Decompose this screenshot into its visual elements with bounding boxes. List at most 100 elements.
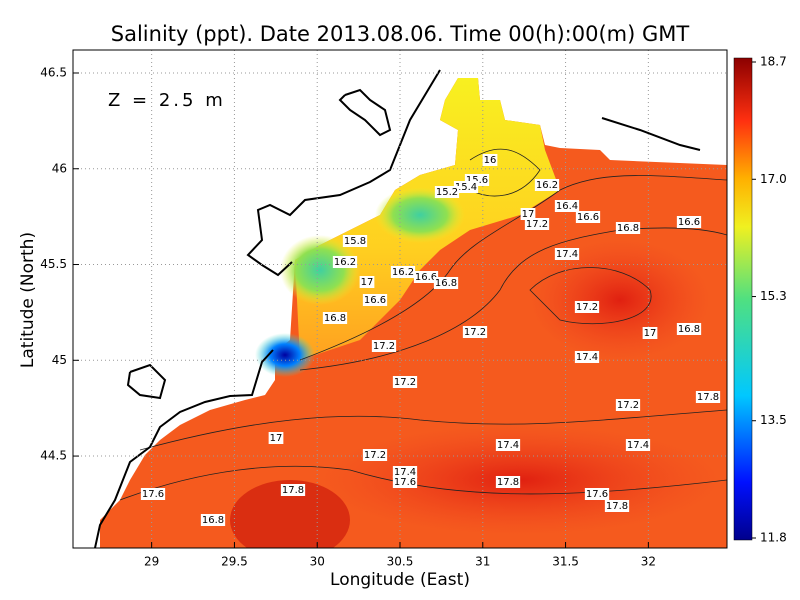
contour-label: 17.8 <box>495 476 521 488</box>
contour-label-box <box>390 266 416 278</box>
y-tick-label: 45 <box>52 353 67 367</box>
contour-label-text: 16.8 <box>202 515 224 526</box>
contour-label-text: 17 <box>644 328 657 339</box>
contour-label-text: 17.6 <box>586 489 608 500</box>
contour-label-text: 16.6 <box>577 212 599 223</box>
contour-label-box <box>413 271 439 283</box>
x-tick-label: 29 <box>144 555 159 569</box>
contour-label-box <box>433 277 459 289</box>
contour-label: 16.4 <box>554 200 580 212</box>
contour-label-box <box>604 500 630 512</box>
contour-label: 17.6 <box>584 488 610 500</box>
danube-mouth <box>255 333 315 377</box>
contour-label-text: 15.8 <box>344 236 366 247</box>
contour-label: 16.8 <box>615 222 641 234</box>
contour-label: 17 <box>642 327 658 339</box>
contour-label-box <box>434 186 460 198</box>
contour-label-box <box>392 376 418 388</box>
contour-label-text: 17.8 <box>697 392 719 403</box>
contour-label: 16.8 <box>676 323 702 335</box>
contour-label: 17.2 <box>371 340 397 352</box>
contour-label-text: 17 <box>270 433 283 444</box>
contour-label: 17 <box>359 276 375 288</box>
contour-label-text: 17 <box>361 277 374 288</box>
contour-label-box <box>332 256 358 268</box>
contour-label-box <box>574 301 600 313</box>
contour-label-text: 15.4 <box>455 182 477 193</box>
contour-label-box <box>642 327 658 339</box>
contour-label: 16.2 <box>534 179 560 191</box>
contour-label-box <box>574 351 600 363</box>
contour-label-text: 17.2 <box>394 377 416 388</box>
y-tick-label: 46.5 <box>40 65 67 79</box>
contour-label: 17.2 <box>362 449 388 461</box>
contour-label-text: 17.2 <box>364 450 386 461</box>
contour-label-text: 17.8 <box>497 477 519 488</box>
contour-label-text: 16.2 <box>392 267 414 278</box>
contour-label-text: 16.8 <box>435 278 457 289</box>
contour-label-text: 15.6 <box>466 175 488 186</box>
contour-label-text: 17.4 <box>576 352 598 363</box>
x-tick-label: 30.5 <box>387 555 414 569</box>
x-axis-label: Longitude (East) <box>330 570 470 590</box>
contour-label: 17 <box>520 208 536 220</box>
contour-label: 17.2 <box>392 376 418 388</box>
contour-label-text: 15.2 <box>436 187 458 198</box>
contour-label-box <box>695 391 721 403</box>
y-tick-label: 45.5 <box>40 257 67 271</box>
contour-label-text: 17.2 <box>464 327 486 338</box>
contour-label: 17.8 <box>604 500 630 512</box>
low-salinity-patch <box>280 235 360 305</box>
high-salinity-patch <box>230 480 350 548</box>
contour-label: 16.2 <box>390 266 416 278</box>
x-tick-label: 31 <box>475 555 490 569</box>
contour-label-box <box>140 488 166 500</box>
x-tick-label: 32 <box>641 555 656 569</box>
contour-label: 15.8 <box>342 235 368 247</box>
contour-label-text: 16.8 <box>678 324 700 335</box>
contour-label-text: 17.6 <box>394 477 416 488</box>
low-salinity-patch <box>375 187 465 243</box>
colorbar-label: 15.3 <box>760 289 787 303</box>
y-axis-label: Latitude (North) <box>18 232 38 368</box>
contour-label-text: 17.2 <box>617 400 639 411</box>
contour-label-box <box>392 466 418 478</box>
contour-label-text: 17.4 <box>627 440 649 451</box>
contour-label-box <box>520 208 536 220</box>
contour-label-text: 16.6 <box>415 272 437 283</box>
contour-label: 15.2 <box>434 186 460 198</box>
contour-label: 17.2 <box>524 218 550 230</box>
contour-label-text: 17.8 <box>282 485 304 496</box>
contour-label: 17.6 <box>140 488 166 500</box>
contour-label-box <box>534 179 560 191</box>
salinity-field <box>94 69 727 548</box>
contour-label-box <box>359 276 375 288</box>
contour-label: 17.2 <box>574 301 600 313</box>
contour-label: 16.8 <box>322 312 348 324</box>
high-salinity-patch <box>530 240 710 360</box>
contour-label-box <box>584 488 610 500</box>
contour-label-box <box>280 484 306 496</box>
contour-label-text: 17.2 <box>576 302 598 313</box>
contour-label-text: 17.2 <box>373 341 395 352</box>
contour-label: 17.4 <box>574 351 600 363</box>
contour-label-text: 17.2 <box>526 219 548 230</box>
contour-label-box <box>615 222 641 234</box>
colorbar-label: 13.5 <box>760 413 787 427</box>
contour-label: 16.6 <box>362 294 388 306</box>
x-tick-label: 29.5 <box>221 555 248 569</box>
colorbar-label: 11.8 <box>760 531 787 545</box>
coastline <box>94 69 701 548</box>
contour-label-box <box>342 235 368 247</box>
contour-label-text: 16.2 <box>536 180 558 191</box>
y-tick-label: 44.5 <box>40 449 67 463</box>
contour-label: 16.6 <box>575 211 601 223</box>
contour-label-box <box>495 439 521 451</box>
contour-label-text: 17.8 <box>606 501 628 512</box>
contour-label-box <box>200 514 226 526</box>
contour-label: 17.2 <box>462 326 488 338</box>
contour-label-box <box>268 432 284 444</box>
contour-label-text: 16.8 <box>324 313 346 324</box>
contour-label-box <box>482 154 498 166</box>
